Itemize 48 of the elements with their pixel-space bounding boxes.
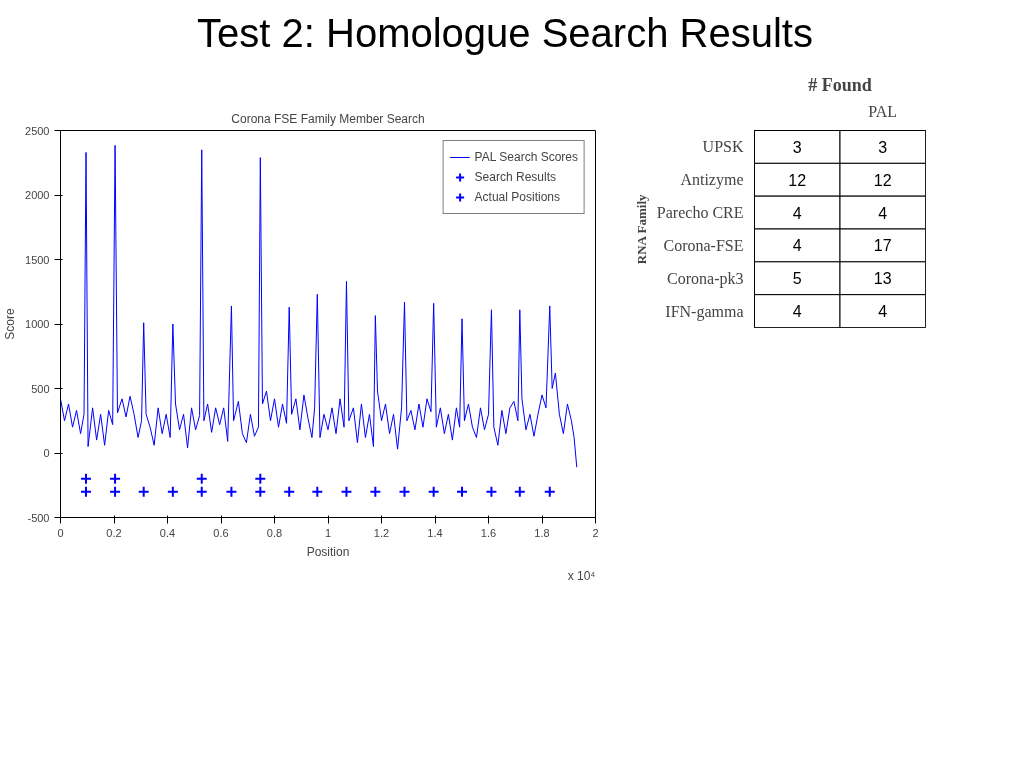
chart-title: Corona FSE Family Member Search (231, 111, 425, 126)
y-tick-label: 1500 (25, 253, 50, 266)
legend-label: Actual Positions (474, 190, 560, 205)
x-tick-label: 1.6 (480, 526, 497, 539)
data-label: 12 (873, 171, 892, 189)
data-label: 13 (873, 270, 892, 288)
data-label: 4 (878, 303, 888, 321)
y-tick-label: IFN-gamma (665, 302, 744, 321)
x-tick-label: 0.2 (106, 526, 122, 539)
x-tick-label: 1.2 (373, 526, 390, 539)
data-label: 3 (792, 139, 802, 157)
y-axis-title: RNA Family (633, 194, 649, 265)
text: Test 2: Homologue Search Results (197, 10, 813, 57)
chart-title: # Found (808, 74, 872, 95)
data-label: 4 (878, 204, 888, 222)
y-tick-label: Antizyme (680, 171, 744, 190)
y-tick-label: Corona-FSE (663, 237, 744, 255)
y-tick-label: Corona-pk3 (667, 269, 744, 288)
line-series (60, 144, 578, 468)
y-axis-title: Score (3, 308, 18, 340)
data-label: 17 (873, 237, 892, 255)
x-tick-label: PAL (868, 102, 898, 120)
data-label: 3 (878, 139, 888, 157)
y-tick-label: Parecho CRE (656, 204, 744, 222)
y-tick-label: -500 (27, 511, 50, 524)
x-tick-label: 2 (592, 526, 599, 539)
y-tick-label: 2500 (25, 124, 50, 137)
data-label: 5 (792, 270, 802, 288)
y-tick-label: 500 (31, 382, 50, 395)
y-tick-label: 1000 (25, 318, 50, 331)
x-tick-label: 0.6 (213, 526, 229, 539)
x-tick-label: 1.8 (534, 526, 550, 539)
text: x 10⁴ (567, 568, 596, 583)
x-axis-title: Position (306, 544, 350, 559)
x-tick-label: 1 (324, 526, 332, 539)
data-label: 4 (792, 237, 802, 255)
y-tick-label: UPSK (702, 138, 744, 156)
y-tick-label: 0 (43, 447, 50, 460)
data-label: 4 (792, 204, 802, 222)
legend-label: Search Results (474, 170, 556, 185)
legend-label: PAL Search Scores (474, 150, 578, 165)
x-tick-label: 0.4 (159, 526, 176, 539)
data-label: 12 (788, 171, 807, 189)
y-tick-label: 2000 (25, 189, 50, 202)
x-tick-label: 0.8 (266, 526, 283, 539)
x-tick-label: 0 (57, 526, 64, 539)
x-tick-label: 1.4 (427, 526, 443, 539)
data-label: 4 (792, 303, 802, 321)
